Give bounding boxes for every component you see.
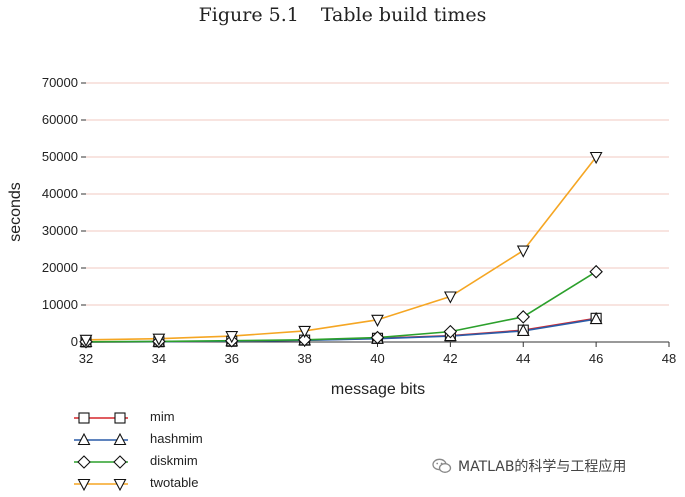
- data-point-twotable: [443, 291, 457, 304]
- data-point-twotable: [152, 333, 166, 346]
- watermark: MATLAB的科学与工程应用: [432, 456, 626, 476]
- line-chart: 0 10000 20000 30000 40000 50000 60000 70000 32 34…: [7, 75, 676, 398]
- data-point-hashmim: [516, 323, 530, 336]
- data-point-twotable: [79, 334, 93, 347]
- legend-marker: [77, 478, 91, 492]
- y-tick-label: 30000: [42, 223, 78, 238]
- legend-label-hashmim: hashmim: [150, 431, 203, 446]
- legend-marker: [113, 455, 127, 469]
- legend-marker: [77, 432, 91, 446]
- x-tick-label: 42: [443, 351, 457, 366]
- grid-lines: [86, 82, 669, 306]
- x-tick-label: 40: [370, 351, 384, 366]
- legend-marker: [114, 412, 126, 424]
- wechat-icon: [432, 458, 452, 474]
- y-tick-label: 70000: [42, 75, 78, 90]
- data-point-twotable: [225, 331, 239, 344]
- data-point-diskmim: [589, 264, 603, 279]
- data-point-diskmim: [443, 324, 458, 339]
- y-tick-label: 0: [71, 334, 78, 349]
- legend-label-mim: mim: [150, 409, 175, 424]
- legend-swatch-twotable: [74, 478, 128, 492]
- legend-marker: [78, 412, 90, 424]
- legend-label-twotable: twotable: [150, 475, 199, 490]
- legend-marker: [113, 478, 127, 492]
- y-tick-label: 40000: [42, 186, 78, 201]
- y-tick-label: 50000: [42, 149, 78, 164]
- x-tick-label: 44: [516, 351, 530, 366]
- figure-title: Table build times: [320, 4, 487, 26]
- data-point-twotable: [298, 325, 312, 339]
- legend-swatch-hashmim: [74, 432, 128, 446]
- legend-item-hashmim: hashmim: [70, 430, 270, 450]
- series-line-twotable: [85, 156, 597, 341]
- y-tick-label: 60000: [42, 112, 78, 127]
- data-point-twotable: [516, 245, 530, 258]
- data-point-diskmim: [516, 310, 531, 324]
- x-tick-label: 46: [589, 351, 603, 366]
- watermark-text: MATLAB的科学与工程应用: [458, 459, 627, 475]
- y-axis-label: seconds: [7, 182, 24, 242]
- legend-item-mim: mim: [70, 408, 270, 428]
- x-tick-label: 38: [297, 351, 311, 366]
- x-axis-label: message bits: [331, 381, 425, 398]
- legend-swatch-mim: [74, 412, 128, 424]
- data-point-diskmim: [370, 330, 385, 345]
- legend-item-twotable: twotable: [70, 474, 270, 494]
- figure-caption: Figure 5.1 Table build times: [0, 4, 685, 26]
- legend-label-diskmim: diskmim: [150, 453, 198, 468]
- series-line-diskmim: [85, 271, 597, 343]
- y-tick-label: 20000: [42, 260, 78, 275]
- x-tick-label: 36: [225, 351, 239, 366]
- x-tick-label: 34: [152, 351, 166, 366]
- data-point-twotable: [371, 314, 384, 327]
- y-tick-label: 10000: [42, 297, 78, 312]
- data-point-twotable: [589, 151, 603, 165]
- data-point-diskmim: [297, 333, 312, 347]
- legend-item-diskmim: diskmim: [70, 452, 270, 472]
- x-tick-label: 32: [79, 351, 93, 366]
- legend-marker: [77, 455, 91, 469]
- legend-swatch-diskmim: [74, 455, 128, 469]
- series-lines: [79, 151, 603, 349]
- figure-number: Figure 5.1: [198, 4, 299, 26]
- x-tick-label: 48: [662, 351, 676, 366]
- data-point-hashmim: [589, 311, 603, 325]
- legend-marker: [113, 432, 127, 446]
